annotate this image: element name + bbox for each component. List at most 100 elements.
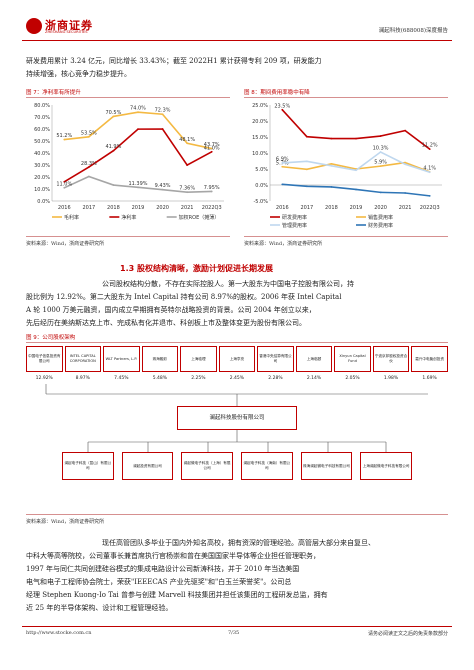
fig9-bottom-rule [26, 514, 448, 515]
data-point [379, 165, 382, 168]
legend-label: 净利率 [121, 214, 136, 221]
subsidiary-box: 上海澜起微电子科技有限公司 [360, 452, 412, 480]
intro-line: 研发费用累计 3.24 亿元，同比增长 33.43%；截至 2022H1 累计获… [26, 57, 322, 65]
shareholder-box: 上海临颐 [295, 346, 333, 372]
shareholder-pct: 7.45% [114, 376, 129, 381]
y-tick-label: 5.0% [255, 167, 268, 173]
footer-disclaimer: 请务必阅读正文之后的免责条款部分 [367, 631, 448, 637]
subsidiary-box: 珠海澜起微电子科技有限公司 [300, 452, 353, 480]
shareholder-pct: 8.97% [75, 376, 90, 381]
data-label: 51.2% [56, 133, 72, 139]
shareholder-pct: 2.28% [268, 376, 283, 381]
data-point [305, 160, 308, 163]
data-label: 28.3% [81, 161, 97, 167]
y-tick-label: 50.0% [34, 139, 50, 145]
legend-label: 毛利率 [64, 214, 79, 221]
data-point [330, 164, 333, 167]
x-tick-label: 2020 [374, 205, 387, 211]
y-tick-label: 15.0% [252, 135, 268, 141]
mgmt-line: 经理 Stephen Kuong-Io Tai 曾参与创建 Marvell 科技… [26, 591, 328, 599]
shareholder-box: 珠海融彩 [141, 346, 179, 372]
brand-name: 浙商证券 [45, 19, 93, 32]
x-tick-label: 2021 [399, 205, 412, 211]
data-point [112, 149, 115, 152]
x-tick-label: 2018 [325, 205, 338, 211]
x-tick-label: 2019 [132, 205, 145, 211]
data-point [186, 164, 189, 167]
y-tick-label: 20.0% [34, 175, 50, 181]
fig8-rule [244, 97, 448, 98]
data-point [379, 135, 382, 137]
brand-subtitle: ZHESHANG SECURITIES [45, 30, 88, 34]
shareholder-box: 上海临理 [180, 346, 217, 372]
mgmt-line: 现任高管团队多毕业于国内外知名高校，拥有资深的管理经验。高管层大部分来自复旦、 [102, 539, 375, 547]
data-label: 74.0% [130, 106, 146, 112]
logo-icon [26, 18, 42, 34]
footer-divider [22, 626, 452, 627]
data-label: 5.9% [374, 160, 387, 166]
data-point [137, 128, 139, 131]
data-point [63, 186, 66, 189]
shareholder-row: 中国电子信息投资有限公司 INTEL CAPITAL CORPORATION WLT… [26, 346, 448, 372]
fig8-chart: -5.0% 0.0% 5.0% 10.0% 15.0% 20.0% 25.0% 2016 201… [252, 103, 442, 229]
x-tick-label: 2016 [276, 205, 289, 211]
y-tick-label: 40.0% [34, 151, 50, 157]
data-point [330, 162, 333, 165]
section-line: A 轮 1000 万美元融资，国内成立早期拥有英特尔战略投资的背景。公司 200… [26, 306, 316, 314]
data-label: 41.9% [105, 144, 121, 150]
intro-line: 持续增强，核心竞争力稳步提升。 [26, 70, 131, 78]
fig8-source: 资料来源：Wind，浙商证券研究所 [244, 241, 323, 247]
data-label: 11.0% [56, 181, 72, 187]
fig7-title: 图 7：净利率有所提升 [26, 90, 81, 96]
mgmt-line: 中科大等高等院校，公司董事长兼首席执行官杨崇和曾在美国国家半导体等企业担任管理职… [26, 552, 320, 560]
fig9-source: 资料来源：Wind，浙商证券研究所 [26, 519, 105, 525]
data-point [355, 188, 357, 191]
y-tick-label: 10.0% [34, 187, 50, 193]
legend-label: 研发费用率 [282, 214, 307, 221]
fig8-title: 图 8：期间费用率稳中有降 [244, 90, 310, 96]
section-heading: 1.3 股权结构清晰，激励计划促进长期发展 [120, 264, 273, 273]
data-point [161, 128, 164, 130]
shareholder-box: 香港中央结算有限公司 [257, 346, 294, 372]
shareholder-box: WLT Partners, L.P. [103, 346, 140, 372]
data-point [112, 184, 115, 186]
data-point [281, 165, 284, 168]
x-tick-label: 2017 [300, 205, 313, 211]
y-tick-label: 0.0% [255, 183, 268, 189]
data-label: 11.39% [128, 181, 147, 187]
y-tick-label: -5.0% [253, 199, 268, 205]
shareholder-pct: 5.48% [152, 376, 167, 381]
y-tick-label: 25.0% [252, 103, 268, 109]
data-point [161, 113, 164, 116]
subsidiary-box: 澜起微电子科技（上海）有限公司 [181, 452, 233, 480]
data-label: 11.2% [422, 143, 438, 149]
data-point [210, 147, 213, 150]
data-point [281, 183, 284, 186]
data-label: 23.5% [274, 103, 290, 109]
data-point [63, 138, 66, 141]
data-label: 7.36% [179, 186, 195, 192]
shareholder-pct: 1.98% [383, 376, 399, 381]
company-box: 澜起科技股份有限公司 [177, 406, 297, 430]
shareholder-box: Xinyun Capital Fund [334, 346, 371, 372]
mgmt-line: 近 25 年的半导体架构、设计和工程管理经验。 [26, 604, 173, 612]
x-tick-label: 2020 [156, 205, 169, 211]
subsidiary-box: 澜起电子科技（海南）有限公司 [240, 452, 293, 480]
fig7-rule [26, 97, 230, 98]
shareholder-box: 上海亨亮 [218, 346, 256, 372]
footer-url[interactable]: http://www.stocke.com.cn [26, 630, 92, 636]
org-connectors [45, 384, 428, 452]
mgmt-line: 电气和电子工程师协会院士，荣获"IEEECAS 产业先驱奖"和"白玉兰荣誉奖"。… [26, 578, 292, 586]
data-point [87, 135, 90, 138]
subsidiary-box: 澜起投资有限公司 [121, 452, 174, 480]
shareholder-pct: 2.45% [229, 376, 245, 381]
data-point [330, 137, 333, 140]
management-paragraph: 现任高管团队多毕业于国内外知名高校，拥有资深的管理经验。高管层大部分来自复旦、 … [26, 537, 448, 615]
data-label: 72.3% [155, 108, 171, 114]
data-point [281, 108, 284, 111]
data-label: 70.5% [105, 110, 121, 116]
shareholder-pct: 2.14% [306, 376, 322, 381]
y-tick-label: 70.0% [34, 115, 50, 121]
header-divider [22, 40, 452, 41]
subsidiary-row: 澜起电子科技（昆山）有限公司 澜起投资有限公司 澜起微电子科技（上海）有限公司 澜起电… [62, 452, 412, 480]
